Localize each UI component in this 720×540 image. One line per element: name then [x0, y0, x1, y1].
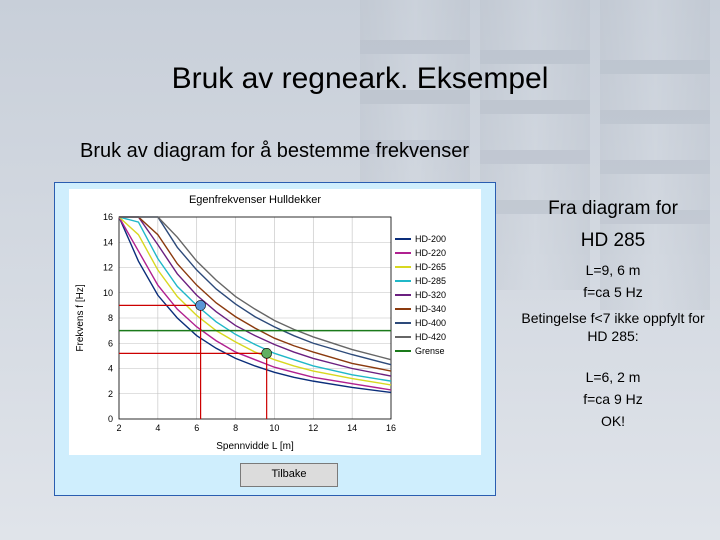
svg-text:Frekvens f [Hz]: Frekvens f [Hz]	[75, 284, 86, 351]
back-button[interactable]: Tilbake	[240, 463, 338, 487]
svg-text:HD-220: HD-220	[415, 248, 446, 258]
right-ok: OK!	[518, 413, 708, 429]
svg-text:16: 16	[103, 212, 113, 222]
chart-svg: Egenfrekvenser Hulldekker246810121416024…	[69, 189, 481, 455]
svg-text:HD-340: HD-340	[415, 304, 446, 314]
svg-text:6: 6	[108, 338, 113, 348]
svg-text:10: 10	[269, 423, 279, 433]
svg-text:Egenfrekvenser Hulldekker: Egenfrekvenser Hulldekker	[189, 194, 321, 206]
chart-area: Egenfrekvenser Hulldekker246810121416024…	[69, 189, 481, 455]
right-line2: f=ca 5 Hz	[518, 284, 708, 300]
svg-text:HD-320: HD-320	[415, 290, 446, 300]
right-line3: L=6, 2 m	[518, 369, 708, 385]
right-condition: Betingelse f<7 ikke oppfylt for HD 285:	[518, 310, 708, 345]
svg-text:Spennvidde L [m]: Spennvidde L [m]	[216, 441, 294, 452]
svg-text:HD-265: HD-265	[415, 262, 446, 272]
svg-text:2: 2	[108, 389, 113, 399]
svg-text:4: 4	[108, 364, 113, 374]
right-line1: L=9, 6 m	[518, 262, 708, 278]
svg-text:12: 12	[308, 423, 318, 433]
page-title: Bruk av regneark. Eksempel	[0, 62, 720, 96]
svg-text:0: 0	[108, 414, 113, 424]
svg-text:Grense: Grense	[415, 346, 445, 356]
svg-text:4: 4	[155, 423, 160, 433]
svg-text:HD-420: HD-420	[415, 332, 446, 342]
right-panel: Fra diagram for HD 285 L=9, 6 m f=ca 5 H…	[518, 198, 708, 435]
svg-text:12: 12	[103, 263, 113, 273]
chart-frame: Egenfrekvenser Hulldekker246810121416024…	[54, 182, 496, 496]
right-line4: f=ca 9 Hz	[518, 391, 708, 407]
svg-text:2: 2	[116, 423, 121, 433]
right-header: Fra diagram for	[518, 198, 708, 220]
svg-text:14: 14	[103, 237, 113, 247]
svg-text:HD-200: HD-200	[415, 234, 446, 244]
svg-text:8: 8	[233, 423, 238, 433]
svg-text:HD-400: HD-400	[415, 318, 446, 328]
svg-text:10: 10	[103, 288, 113, 298]
right-series: HD 285	[518, 230, 708, 252]
svg-text:8: 8	[108, 313, 113, 323]
svg-text:14: 14	[347, 423, 357, 433]
svg-text:HD-285: HD-285	[415, 276, 446, 286]
svg-text:6: 6	[194, 423, 199, 433]
page-subtitle: Bruk av diagram for å bestemme frekvense…	[80, 140, 469, 163]
svg-text:16: 16	[386, 423, 396, 433]
